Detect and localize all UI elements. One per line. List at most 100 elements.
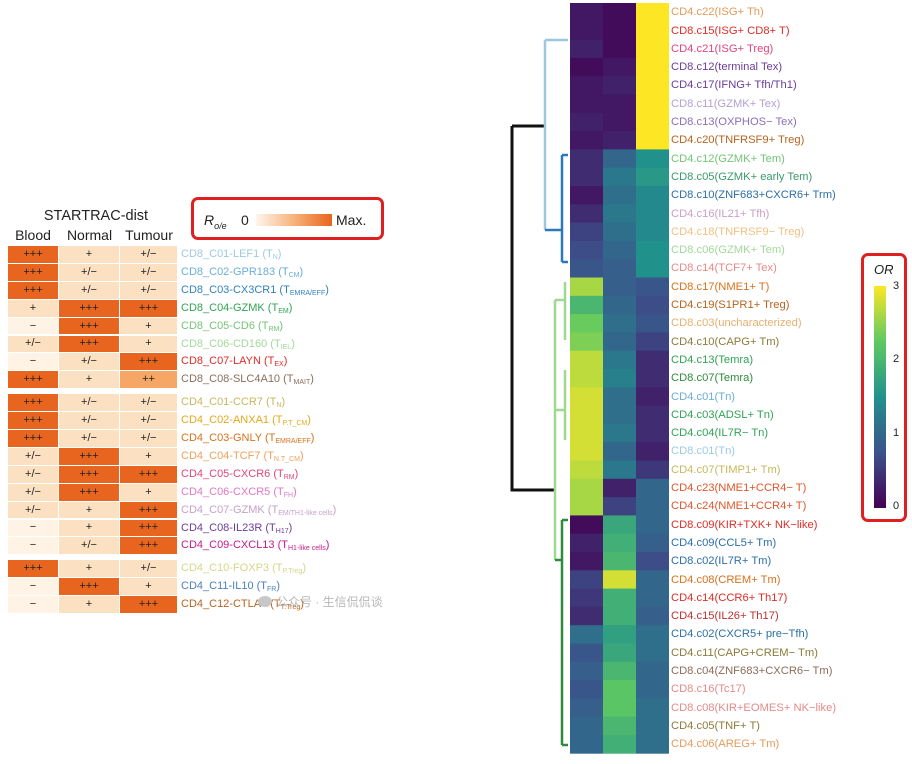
- heatmap-cell: [570, 240, 603, 260]
- heatmap-cell: [603, 387, 636, 406]
- heatmap-cell: [570, 661, 603, 681]
- heatmap-row-label: CD4.c18(TNFRSF9− Treg): [671, 225, 805, 238]
- heatmap-cell: [636, 94, 669, 114]
- heatmap-cell: [636, 204, 669, 223]
- heatmap-cell: [570, 314, 603, 333]
- startrac-row-label: CD8_C02-GPR183 (TCM): [181, 265, 304, 279]
- heatmap-cell: [603, 39, 636, 59]
- heatmap-cell: [636, 369, 669, 388]
- startrac-cell: +/−: [59, 412, 119, 429]
- heatmap-cell: [603, 680, 636, 699]
- heatmap-cell: [603, 76, 636, 95]
- heatmap-cell: [636, 661, 669, 681]
- heatmap-row-label: CD4.c24(NME1+CCR4+ T): [671, 500, 807, 513]
- heatmap-row-label: CD8.c05(GZMK+ early Tem): [671, 170, 813, 183]
- heatmap-cell: [570, 277, 603, 297]
- startrac-cell: +/−: [59, 263, 119, 281]
- startrac-cell: +/−: [8, 501, 58, 519]
- heatmap-row-label: CD4.c12(GZMK+ Tem): [671, 152, 785, 165]
- heatmap-cell: [570, 625, 603, 644]
- heatmap-row-label: CD4.c06(AREG+ Tm): [671, 738, 780, 751]
- startrac-row-label: CD4_C01-CCR7 (TN): [181, 396, 286, 410]
- startrac-cell: +++: [59, 335, 119, 353]
- heatmap-cell: [636, 606, 669, 626]
- startrac-cell: +++: [59, 447, 119, 465]
- heatmap-cell: [570, 39, 603, 59]
- startrac-row-label: CD4_C02-ANXA1 (TP.T_CM): [181, 414, 311, 428]
- roe-legend-box: [191, 197, 384, 240]
- heatmap-row-label: CD4.c15(IL26+ Th17): [671, 610, 779, 623]
- startrac-cell: +++: [120, 501, 177, 519]
- startrac-cell: +: [59, 560, 119, 578]
- heatmap-cell: [603, 442, 636, 461]
- startrac-cell: +++: [8, 430, 58, 447]
- startrac-cell: +/−: [120, 263, 177, 281]
- startrac-cell: +++: [8, 560, 58, 578]
- startrac-row-label: CD8_C04-GZMK (TEM): [181, 301, 293, 315]
- heatmap-row-label: CD4.c21(ISG+ Treg): [671, 42, 774, 55]
- heatmap-cell: [636, 515, 669, 535]
- startrac-row-label: CD8_C03-CX3CR1 (TEMRA/EFF): [181, 283, 329, 297]
- or-legend-tick-3: 3: [893, 280, 900, 292]
- startrac-cell: +: [59, 519, 119, 537]
- startrac-cell: +: [8, 299, 58, 317]
- heatmap-cell: [570, 94, 603, 114]
- heatmap-row-label: CD8.c02(IL7R+ Tm): [671, 555, 772, 568]
- startrac-cell: +++: [120, 299, 177, 317]
- startrac-cell: −: [8, 353, 58, 371]
- heatmap-row-label: CD4.c13(Temra): [671, 353, 754, 366]
- startrac-cell: +/−: [120, 281, 177, 299]
- heatmap-row-label: CD8.c07(Temra): [671, 372, 754, 385]
- startrac-row-label: CD8_C07-LAYN (TEX): [181, 355, 288, 369]
- heatmap-cell: [570, 112, 603, 132]
- heatmap-cell: [570, 350, 603, 370]
- startrac-cell: +/−: [59, 394, 119, 412]
- heatmap-row-label: CD4.c17(IFNG+ Tfh/Th1): [671, 79, 797, 92]
- heatmap-cell: [570, 204, 603, 223]
- startrac-row-label: CD4_C07-GZMK (TEM/TH1-like cells): [181, 503, 337, 517]
- startrac-cell: +++: [120, 465, 177, 483]
- startrac-cell: +++: [59, 299, 119, 317]
- heatmap-row-label: CD8.c11(GZMK+ Tex): [671, 97, 781, 110]
- heatmap-cell: [636, 460, 669, 480]
- heatmap-row-label: CD8.c01(Tn): [671, 445, 736, 458]
- heatmap-cell: [570, 423, 603, 443]
- heatmap-cell: [636, 259, 669, 278]
- heatmap-cell: [636, 149, 669, 169]
- heatmap-cell: [570, 332, 603, 352]
- startrac-cell: −: [8, 519, 58, 537]
- roe-legend-label: Ro/e: [204, 212, 227, 231]
- heatmap-cell: [603, 131, 636, 150]
- startrac-row-label: CD4_C11-IL10 (TFR): [181, 580, 281, 594]
- heatmap-cell: [603, 552, 636, 571]
- startrac-cell: +: [120, 578, 177, 596]
- heatmap-cell: [570, 515, 603, 535]
- dendrogram-branch: [510, 126, 555, 492]
- heatmap-row-label: CD4.c16(IL21+ Tfh): [671, 207, 770, 220]
- heatmap-cell: [570, 259, 603, 278]
- startrac-cell: +++: [120, 537, 177, 555]
- startrac-title: STARTRAC-dist: [43, 208, 149, 224]
- startrac-cell: +/−: [59, 353, 119, 371]
- heatmap-cell: [603, 149, 636, 169]
- wechat-icon: [258, 596, 272, 607]
- heatmap-row-label: CD8.c16(Tc17): [671, 683, 746, 696]
- heatmap-row-label: CD4.c22(ISG+ Th): [671, 6, 764, 19]
- heatmap-cell: [603, 497, 636, 516]
- heatmap-cell: [570, 588, 603, 608]
- startrac-cell: +++: [8, 246, 58, 263]
- heatmap-row-label: CD4.c04(IL7R− Tn): [671, 427, 769, 440]
- heatmap-row-label: CD4.c10(CAPG+ Tm): [671, 335, 780, 348]
- startrac-row-label: CD4_C09-CXCL13 (TH1-like cells): [181, 539, 330, 553]
- startrac-row-label: CD4_C03-GNLY (TEMRA/EFF): [181, 432, 315, 445]
- startrac-cell: +/−: [8, 447, 58, 465]
- heatmap-cell: [636, 643, 669, 663]
- startrac-cell: +++: [120, 596, 177, 613]
- startrac-cell: +/−: [120, 560, 177, 578]
- startrac-row-label: CD4_C05-CXCR6 (TRM): [181, 467, 299, 481]
- heatmap-cell: [570, 497, 603, 516]
- heatmap-cell: [603, 186, 636, 205]
- heatmap-cell: [570, 606, 603, 626]
- heatmap-cell: [570, 369, 603, 388]
- heatmap-row-label: CD4.c05(TNF+ T): [671, 719, 760, 732]
